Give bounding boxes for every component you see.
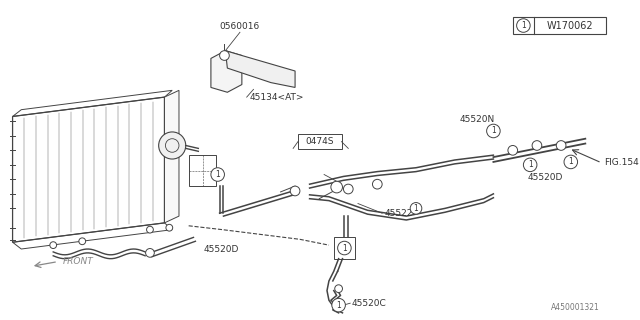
Text: 1: 1 [336, 300, 341, 310]
Circle shape [410, 203, 422, 214]
Circle shape [50, 242, 56, 249]
Text: 45134<AT>: 45134<AT> [250, 92, 304, 102]
Circle shape [220, 51, 229, 60]
Circle shape [290, 186, 300, 196]
Text: 1: 1 [342, 244, 347, 252]
Text: 0474S: 0474S [305, 137, 333, 146]
Circle shape [331, 181, 342, 193]
Polygon shape [211, 51, 242, 92]
Circle shape [516, 19, 530, 32]
Circle shape [524, 158, 537, 172]
Text: 45520N: 45520N [460, 115, 495, 124]
Circle shape [486, 124, 500, 138]
Text: 1: 1 [528, 160, 532, 169]
Text: 1: 1 [568, 157, 573, 166]
Text: FIG.154: FIG.154 [604, 158, 639, 167]
FancyBboxPatch shape [334, 237, 355, 259]
Circle shape [147, 226, 154, 233]
Text: 1: 1 [521, 21, 526, 30]
FancyBboxPatch shape [298, 134, 342, 149]
Text: A450001321: A450001321 [551, 302, 600, 312]
Text: 45520D: 45520D [527, 173, 563, 182]
Circle shape [79, 238, 86, 245]
Circle shape [564, 155, 577, 169]
Circle shape [344, 184, 353, 194]
Circle shape [508, 146, 518, 155]
FancyBboxPatch shape [189, 155, 216, 186]
Circle shape [211, 168, 225, 181]
Text: 45520C: 45520C [351, 299, 386, 308]
Text: 45520D: 45520D [203, 244, 239, 253]
Text: W170062: W170062 [547, 20, 593, 30]
Text: 45522: 45522 [385, 209, 413, 218]
Text: 0560016: 0560016 [220, 22, 260, 31]
Circle shape [338, 241, 351, 255]
Circle shape [372, 179, 382, 189]
Circle shape [166, 224, 173, 231]
Circle shape [159, 132, 186, 159]
FancyBboxPatch shape [513, 17, 605, 34]
Circle shape [532, 141, 542, 150]
Circle shape [332, 298, 346, 312]
Text: 1: 1 [215, 170, 220, 179]
Circle shape [146, 249, 154, 257]
Text: 1: 1 [413, 204, 419, 213]
Polygon shape [225, 51, 295, 87]
Text: FRONT: FRONT [63, 257, 93, 266]
Text: 1: 1 [491, 126, 496, 135]
Circle shape [556, 141, 566, 150]
Polygon shape [164, 90, 179, 223]
Circle shape [335, 285, 342, 292]
